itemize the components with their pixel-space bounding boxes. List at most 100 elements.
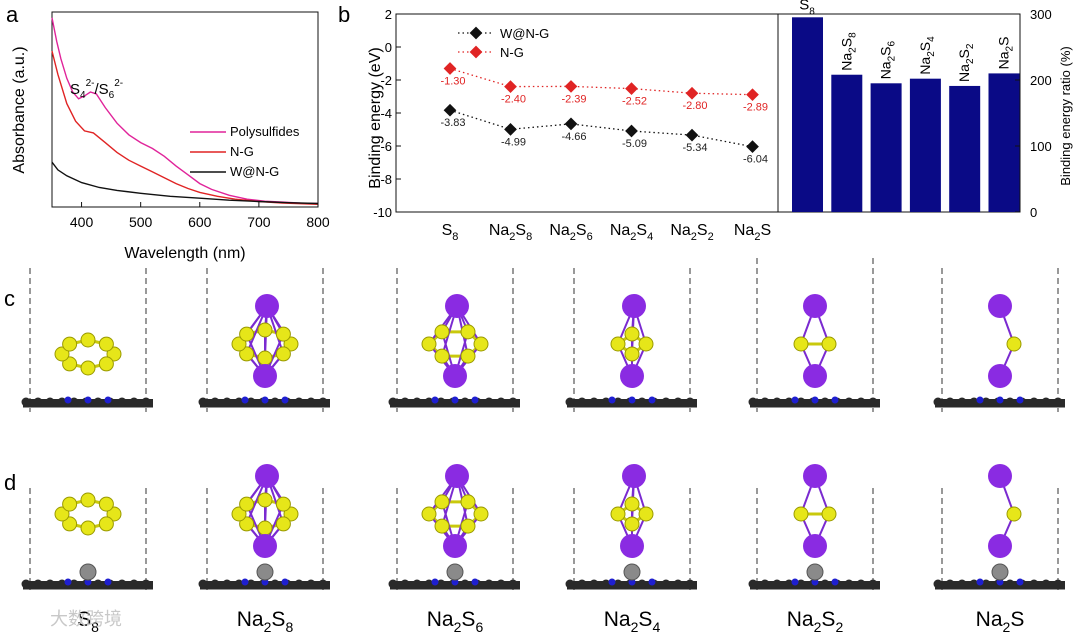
carbon-atom	[234, 397, 244, 407]
absorbance-curve-0	[51, 17, 319, 205]
carbon-atom	[45, 579, 55, 589]
carbon-atom	[412, 397, 422, 407]
structure-d-0	[21, 488, 153, 590]
y-tick-label: -4	[380, 106, 392, 121]
sulfur-atom	[434, 518, 450, 534]
sulfur-atom	[275, 516, 291, 532]
nitrogen-atom	[1016, 396, 1024, 404]
nitrogen-atom	[84, 396, 92, 404]
sulfur-atom	[460, 348, 476, 364]
carbon-atom	[1005, 397, 1015, 407]
sodium-atom	[803, 534, 827, 558]
carbon-atom	[460, 579, 470, 589]
y-tick-label: -6	[380, 139, 392, 154]
carbon-atom	[270, 397, 280, 407]
sulfur-atom	[257, 492, 273, 508]
sulfur-atom	[80, 360, 96, 376]
sulfur-atom	[62, 356, 78, 372]
sulfur-atom	[62, 336, 78, 352]
carbon-atom	[436, 579, 446, 589]
carbon-atom	[772, 579, 782, 589]
ratio-bar	[792, 17, 823, 212]
sulfur-atom	[821, 506, 837, 522]
sulfur-atom	[460, 494, 476, 510]
sodium-atom	[622, 294, 646, 318]
sodium-atom	[622, 464, 646, 488]
sodium-atom	[443, 364, 467, 388]
carbon-atom	[436, 397, 446, 407]
nitrogen-atom	[791, 396, 799, 404]
sodium-atom	[803, 464, 827, 488]
sulfur-atom	[624, 496, 640, 512]
panel-d-structures	[21, 464, 1065, 590]
carbon-atom	[318, 579, 328, 589]
carbon-atom	[388, 397, 398, 407]
sodium-atom	[443, 534, 467, 558]
carbon-atom	[565, 579, 575, 589]
binding-marker	[625, 82, 638, 95]
nitrogen-atom	[281, 578, 289, 586]
carbon-atom	[294, 397, 304, 407]
ratio-bar	[988, 73, 1020, 213]
carbon-atom	[508, 579, 518, 589]
carbon-atom	[760, 579, 770, 589]
carbon-atom	[270, 579, 280, 589]
bar-label: S8	[799, 0, 815, 17]
panel-a-chart: 400 500 600 700 800 Wavelength (nm) Absorban…	[11, 11, 330, 262]
sulfur-atom	[80, 332, 96, 348]
sulfur-atom	[1006, 506, 1022, 522]
x-tick-label: 800	[306, 214, 330, 230]
sulfur-atom	[821, 336, 837, 352]
sulfur-atom	[231, 336, 247, 352]
sulfur-atom	[275, 346, 291, 362]
carbon-atom	[33, 579, 43, 589]
sodium-atom	[988, 294, 1012, 318]
carbon-atom	[589, 579, 599, 589]
sulfur-atom	[80, 492, 96, 508]
binding-value-label: -2.40	[501, 94, 526, 106]
binding-value-label: -2.89	[743, 102, 768, 114]
carbon-atom	[400, 397, 410, 407]
binding-value-label: -5.34	[682, 142, 707, 154]
sulfur-atom	[283, 506, 299, 522]
ratio-bar	[870, 83, 902, 212]
watermark-text: 大数跨境	[50, 609, 122, 629]
sulfur-atom	[98, 496, 114, 512]
carbon-atom	[868, 579, 878, 589]
sulfur-atom	[54, 346, 70, 362]
carbon-atom	[424, 579, 434, 589]
nitrogen-atom	[241, 578, 249, 586]
legend-label: N-G	[230, 144, 254, 159]
binding-value-label: -2.52	[622, 96, 647, 108]
carbon-atom	[601, 579, 611, 589]
panel-b-ratio-bars: S8 Na2S8 Na2S6 Na2S4 Na2S2 Na2S	[792, 0, 1020, 213]
sulfur-atom	[98, 356, 114, 372]
sulfur-atom	[624, 326, 640, 342]
sulfur-atom	[106, 506, 122, 522]
sulfur-atom	[638, 506, 654, 522]
carbon-atom	[222, 579, 232, 589]
sulfur-atom	[793, 336, 809, 352]
sulfur-atom	[1006, 336, 1022, 352]
carbon-atom	[400, 579, 410, 589]
carbon-atom	[868, 397, 878, 407]
structure-d-2	[388, 464, 520, 590]
carbon-atom	[306, 397, 316, 407]
y-tick-label: -2	[380, 73, 392, 88]
sodium-atom	[803, 364, 827, 388]
carbon-atom	[933, 579, 943, 589]
sodium-atom	[255, 294, 279, 318]
category-label: S8	[442, 222, 459, 243]
structure-c-3	[565, 268, 697, 412]
binding-marker	[685, 86, 699, 100]
nitrogen-atom	[608, 396, 616, 404]
sulfur-atom	[434, 348, 450, 364]
carbon-atom	[957, 579, 967, 589]
y-tick-label: -8	[380, 172, 392, 187]
sulfur-atom	[80, 520, 96, 536]
category-label: Na2S4	[610, 222, 653, 243]
binding-marker	[564, 80, 578, 93]
binding-value-label: -1.30	[440, 75, 465, 87]
binding-marker	[564, 117, 578, 131]
bar-label: Na2S4	[917, 36, 937, 75]
